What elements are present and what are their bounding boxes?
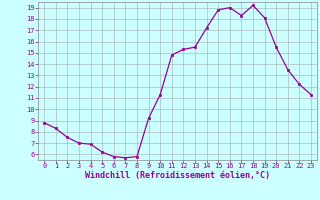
X-axis label: Windchill (Refroidissement éolien,°C): Windchill (Refroidissement éolien,°C) [85,171,270,180]
